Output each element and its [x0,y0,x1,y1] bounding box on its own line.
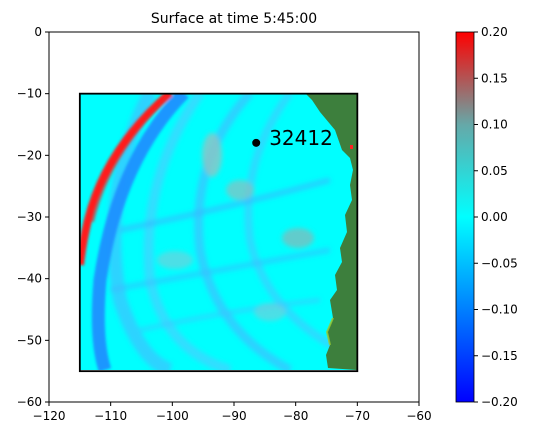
positive-patch-1 [202,133,222,177]
positive-patch-3 [282,228,314,248]
wave-band-3 [139,297,321,333]
x-tick-label: −60 [406,409,431,423]
gauge-marker [252,138,261,147]
x-tick-label: −70 [345,409,370,423]
y-tick-label: −60 [17,395,42,409]
y-axis: 0 −10 −20 −30 −40 −50 −60 [17,25,49,409]
x-tick-label: −110 [94,409,127,423]
colorbar-tick-label: 0.20 [481,25,508,39]
wave-band-2 [109,247,331,293]
land-mass [305,93,357,370]
colorbar-tick-label: 0.10 [481,118,508,132]
colorbar-tick-label: 0.00 [481,210,508,224]
y-tick-label: −50 [17,333,42,347]
colorbar-tick-label: −0.20 [481,395,518,409]
chart-title: Surface at time 5:45:00 [151,11,317,27]
leading-wave-crest [80,93,173,266]
y-tick-label: −10 [17,87,42,101]
colorbar-tick-label: −0.05 [481,256,518,270]
y-tick-label: −20 [17,148,42,162]
colorbar-tick-label: 0.05 [481,164,508,178]
domain-box [78,92,359,373]
x-tick-label: −90 [221,409,246,423]
trough-behind-crest [91,93,189,370]
positive-patch-5 [254,303,286,321]
positive-patch-4 [157,251,193,269]
wave-band-1 [119,177,331,233]
colorbar-tick-label: 0.15 [481,71,508,85]
coast-highlight [325,317,334,346]
wave-ring-3 [194,93,293,370]
colorbar [455,31,475,403]
crest-edge [92,93,173,223]
colorbar-axis: 0.20 0.15 0.10 0.05 0.00 −0.05 −0.10 −0.15 −0.20 [474,25,518,409]
x-axis: −120 −110 −100 −90 −80 −70 −60 [33,402,432,423]
y-tick-label: −40 [17,272,42,286]
gauge-label: 32412 [269,126,333,150]
surface-field [80,93,357,370]
coast-pixel-red [350,145,353,149]
x-tick-label: −120 [33,409,66,423]
x-tick-label: −80 [283,409,308,423]
wave-ring-4 [244,93,342,354]
x-tick-label: −100 [156,409,189,423]
wave-ring-2 [143,93,232,370]
positive-patch-2 [226,180,254,200]
colorbar-tick-label: −0.15 [481,349,518,363]
colorbar-tick-label: −0.10 [481,303,518,317]
y-tick-label: −30 [17,210,42,224]
wave-pattern [107,93,342,370]
y-tick-label: 0 [34,25,42,39]
leading-wave [80,93,189,370]
